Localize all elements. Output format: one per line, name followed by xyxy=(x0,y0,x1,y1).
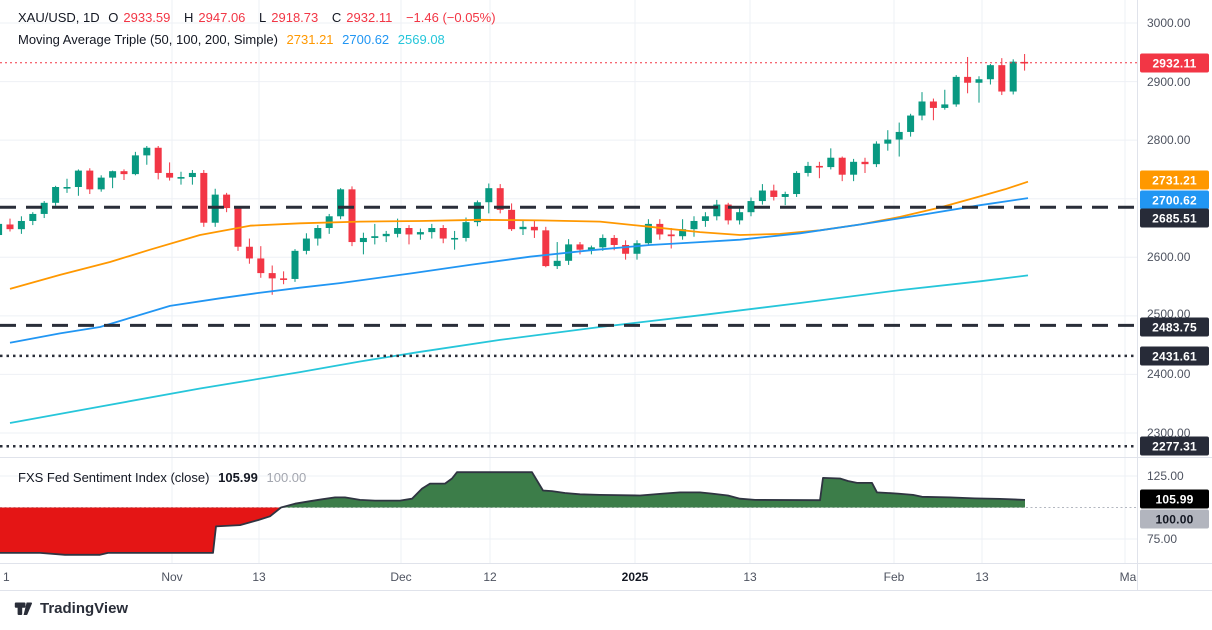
indicator-legend: FXS Fed Sentiment Index (close) 105.99 1… xyxy=(18,470,311,485)
open-value: 2933.59 xyxy=(123,10,171,25)
close-value: 2932.11 xyxy=(346,10,393,25)
time-axis-label: 2025 xyxy=(621,569,649,584)
price-axis-badge: 2731.21 xyxy=(1140,170,1209,190)
time-axis-label: Nov xyxy=(161,569,183,584)
price-axis-label: 125.00 xyxy=(1147,469,1184,483)
price-axis[interactable]: 3000.002900.002800.002700.002600.002500.… xyxy=(1137,0,1212,590)
symbol-legend: XAU/USD, 1D O 2933.59 H 2947.06 L 2918.73 C… xyxy=(18,10,501,25)
price-chart-canvas[interactable] xyxy=(0,0,1137,563)
time-axis-separator xyxy=(0,563,1212,564)
time-axis-label: 13 xyxy=(975,569,989,584)
brand-text[interactable]: TradingView xyxy=(40,600,129,617)
time-axis-label: 13 xyxy=(743,569,757,584)
ma-title[interactable]: Moving Average Triple (50, 100, 200, Sim… xyxy=(18,32,278,47)
price-axis-label: 3000.00 xyxy=(1147,16,1191,30)
ma-legend: Moving Average Triple (50, 100, 200, Sim… xyxy=(18,32,450,47)
price-axis-badge: 2277.31 xyxy=(1140,436,1209,456)
time-axis-label: 13 xyxy=(252,569,266,584)
time-axis-label: 1 xyxy=(3,569,10,584)
price-axis-label: 2800.00 xyxy=(1147,133,1191,147)
price-axis-badge: 2483.75 xyxy=(1140,317,1209,337)
pane-separator[interactable] xyxy=(0,457,1212,458)
change-value: −1.46 (−0.05%) xyxy=(405,10,496,25)
price-axis-label: 2600.00 xyxy=(1147,250,1191,264)
time-axis-label: 12 xyxy=(483,569,497,584)
time-axis[interactable]: 1 Nov 13 Dec 12 2025 13 Feb 13 Ma xyxy=(0,563,1212,590)
price-axis-badge: 2932.11 xyxy=(1140,53,1209,73)
ma50-value: 2731.21 xyxy=(286,32,334,47)
footer: TradingView xyxy=(14,600,128,617)
price-axis-label: 75.00 xyxy=(1147,532,1178,546)
price-axis-label: 2900.00 xyxy=(1147,75,1191,89)
indicator-value: 105.99 xyxy=(218,470,258,485)
chart-bottom-border xyxy=(0,590,1212,591)
tradingview-logo-icon[interactable] xyxy=(14,600,33,617)
price-axis-badge: 2431.61 xyxy=(1140,346,1209,366)
price-axis-label: 2400.00 xyxy=(1147,367,1191,381)
time-axis-label: Dec xyxy=(390,569,412,584)
low-value: 2918.73 xyxy=(271,10,319,25)
ma200-value: 2569.08 xyxy=(397,32,445,47)
high-label: H xyxy=(184,10,194,25)
open-label: O xyxy=(108,10,119,25)
price-axis-badge: 2685.51 xyxy=(1140,208,1209,228)
indicator-baseline-value: 100.00 xyxy=(266,470,307,485)
indicator-title[interactable]: FXS Fed Sentiment Index (close) xyxy=(18,470,210,485)
time-axis-label: Ma xyxy=(1119,569,1137,584)
symbol-title[interactable]: XAU/USD, 1D xyxy=(18,10,100,25)
time-axis-label: Feb xyxy=(883,569,905,584)
price-axis-badge: 105.99 xyxy=(1140,489,1209,509)
price-axis-badge: 2700.62 xyxy=(1140,190,1209,210)
high-value: 2947.06 xyxy=(198,10,246,25)
ma100-value: 2700.62 xyxy=(342,32,390,47)
close-label: C xyxy=(331,10,342,25)
axis-separator-vertical xyxy=(1137,0,1138,590)
low-label: L xyxy=(259,10,267,25)
price-axis-badge: 100.00 xyxy=(1140,509,1209,529)
